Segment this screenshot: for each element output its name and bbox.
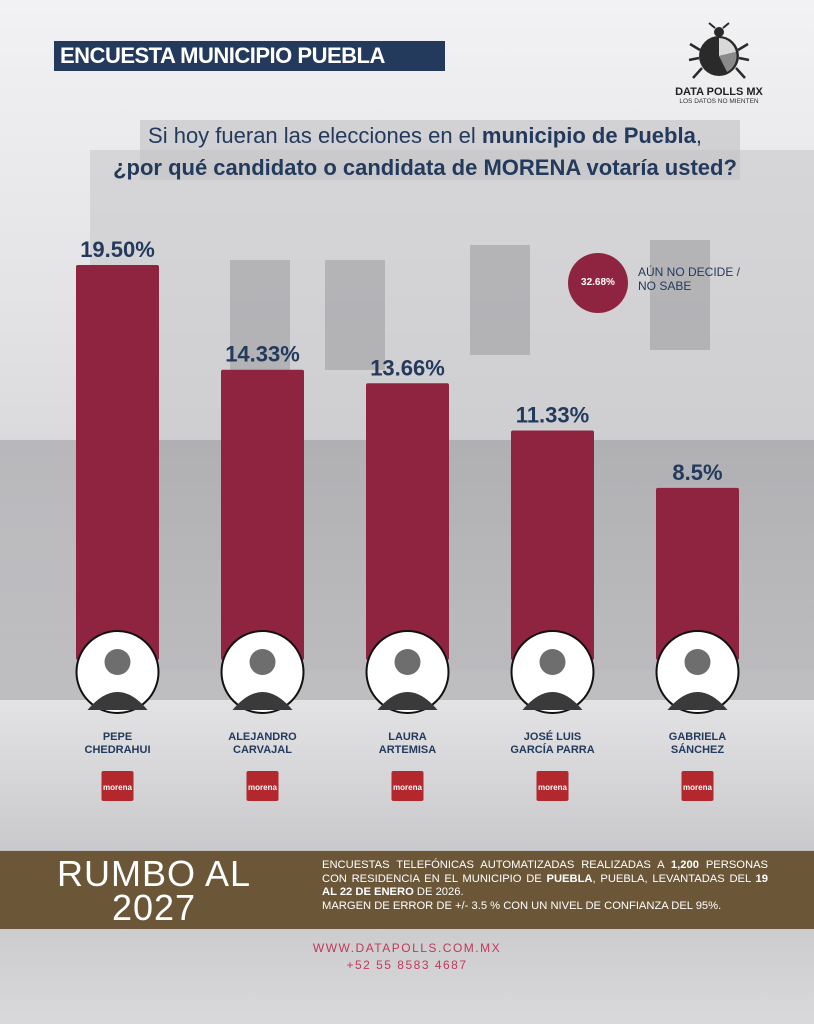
party-logo [681,771,714,801]
logo-tagline: LOS DATOS NO MIENTEN [679,98,759,105]
candidate-name: GABRIELA [669,731,727,743]
candidate-name: ALEJANDRO [228,731,297,743]
candidate-name: GARCÍA PARRA [510,743,594,756]
candidate-body [667,692,728,710]
bar-value-label: 11.33% [516,402,589,427]
candidate-body [377,692,438,710]
undecided-label: AÚN NO DECIDE / NO SABE [638,265,778,293]
footer-contact: WWW.DATAPOLLS.COM.MX +52 55 8583 4687 [0,940,814,974]
bar-value-label: 19.50% [80,237,155,262]
party-logo-text: morena [103,783,132,792]
band-title-line2: 2027 [111,887,197,928]
band-title-line1: RUMBO AL [56,853,252,894]
band-title: RUMBO AL 2027 [34,853,274,928]
candidate-name: PEPE [103,731,132,743]
party-logo [101,771,134,801]
bug-pie-icon [688,22,750,79]
question-line1-post: , [695,123,702,148]
party-logo-text: morena [683,783,712,792]
candidate-body [232,692,293,710]
survey-question: Si hoy fueran las elecciones en el munic… [60,120,790,184]
candidate-head [249,649,276,675]
methodology-t4: DE 2026. [413,886,464,898]
party-logo [391,771,424,801]
party-logo-text: morena [248,783,277,792]
undecided-value: 32.68% [568,253,628,313]
candidate-head [394,649,421,675]
methodology-sample: 1,200 [670,859,699,871]
candidate-head [539,649,566,675]
brand-logo: DATA POLLS MX LOS DATOS NO MIENTEN [664,22,774,105]
candidate-head [684,649,711,675]
methodology-margin: MARGEN DE ERROR DE +/- 3.5 % CON UN NIVE… [322,899,722,912]
candidate-body [522,692,583,710]
bar [511,430,594,660]
question-line1-bold: municipio de Puebla [481,123,696,148]
undecided-label-line2: NO SABE [638,279,692,293]
bar-value-label: 13.66% [370,355,445,380]
bar-value-label: 14.33% [225,342,300,367]
background-window [470,245,530,355]
logo-name: DATA POLLS MX [675,86,763,98]
bar [221,369,304,660]
methodology-t2: PERSONAS CON RESIDENCIA EN EL MUNICIPIO … [322,859,769,885]
bar [76,265,159,660]
bar [366,383,449,660]
methodology-t3: , PUEBLA, LEVANTADAS DEL [592,872,756,885]
candidate-name: SÁNCHEZ [671,743,724,756]
question-line1-pre: Si hoy fueran las elecciones en el [148,123,482,148]
background-window [650,240,710,350]
methodology-city: PUEBLA [546,872,593,885]
candidate-name: CHEDRAHUI [85,744,151,756]
methodology-t1: ENCUESTAS TELEFÓNICAS AUTOMATIZADAS REAL… [322,859,671,871]
question-line-1: Si hoy fueran las elecciones en el munic… [60,120,790,152]
background-window [325,260,385,370]
candidate-name: CARVAJAL [233,744,292,756]
website-link[interactable]: WWW.DATAPOLLS.COM.MX [312,941,502,955]
methodology-dates: 19 AL 22 DE ENERO [322,872,768,899]
candidate-name: LAURA [388,731,427,743]
question-line2-text: ¿por qué candidato o candidata de MORENA… [113,155,737,180]
party-logo-text: morena [393,783,422,792]
candidate-name: ARTEMISA [379,744,437,756]
candidate-head [104,649,131,675]
party-logo [536,771,569,801]
question-line-2: ¿por qué candidato o candidata de MORENA… [60,152,790,184]
undecided-label-line1: AÚN NO DECIDE / [638,265,741,279]
candidate-name: JOSÉ LUIS [524,730,581,743]
methodology-text: ENCUESTAS TELEFÓNICAS AUTOMATIZADAS REAL… [322,859,768,913]
background-window [230,260,290,370]
candidate-body [87,692,148,710]
bar-value-label: 8.5% [672,460,722,485]
party-logo [246,771,279,801]
methodology-band: RUMBO AL 2027 ENCUESTAS TELEFÓNICAS AUTO… [0,851,814,929]
phone-number: +52 55 8583 4687 [346,958,468,972]
bar [656,487,739,660]
page-title: ENCUESTA MUNICIPIO PUEBLA [54,41,445,71]
party-logo-text: morena [538,783,567,792]
